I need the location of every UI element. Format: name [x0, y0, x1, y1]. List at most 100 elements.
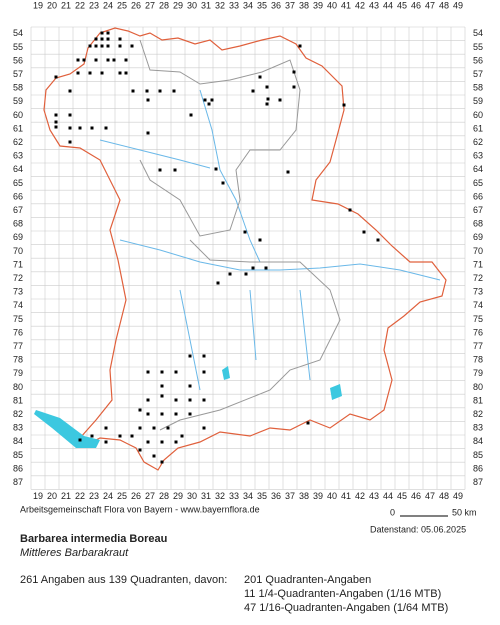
column-label: 45 [397, 0, 407, 10]
occurrence-dot [54, 75, 58, 79]
occurrence-dot [174, 370, 178, 374]
row-label: 59 [13, 96, 23, 106]
occurrence-dot [251, 266, 255, 270]
occurrence-dot [342, 103, 346, 107]
row-label: 66 [13, 191, 23, 201]
row-label: 67 [473, 205, 483, 215]
column-label: 49 [453, 491, 463, 501]
occurrence-dot [258, 238, 262, 242]
occurrence-dot [124, 71, 128, 75]
row-label: 82 [13, 409, 23, 419]
occurrence-dot [118, 44, 122, 48]
column-label: 30 [187, 491, 197, 501]
occurrence-dot [138, 448, 142, 452]
row-label: 67 [13, 205, 23, 215]
column-label: 42 [355, 0, 365, 10]
occurrence-dot [54, 113, 58, 117]
column-label: 48 [439, 0, 449, 10]
row-label: 83 [13, 423, 23, 433]
occurrence-dot [68, 113, 72, 117]
column-label: 20 [47, 491, 57, 501]
row-label: 63 [473, 151, 483, 161]
occurrence-dot [146, 440, 150, 444]
occurrence-dot [286, 170, 290, 174]
row-label: 85 [473, 450, 483, 460]
row-label: 56 [13, 55, 23, 65]
row-label: 68 [13, 219, 23, 229]
occurrence-dot [100, 44, 104, 48]
occurrence-dot [94, 58, 98, 62]
row-label: 84 [13, 436, 23, 446]
column-label: 28 [159, 491, 169, 501]
occurrence-dot [216, 281, 220, 285]
occurrence-dot [90, 126, 94, 130]
row-label: 69 [473, 232, 483, 242]
occurrence-dot [362, 230, 366, 234]
column-label: 39 [313, 0, 323, 10]
occurrence-dot [265, 102, 269, 106]
row-label: 73 [473, 287, 483, 297]
occurrence-dot [104, 426, 108, 430]
occurrence-dot [100, 71, 104, 75]
occurrence-dot [174, 412, 178, 416]
column-label: 24 [103, 491, 113, 501]
row-label: 56 [473, 55, 483, 65]
column-label: 29 [173, 491, 183, 501]
occurrence-dot [146, 98, 150, 102]
occurrence-dot [258, 75, 262, 79]
occurrence-dot [160, 384, 164, 388]
occurrence-dot [130, 434, 134, 438]
occurrence-dot [54, 120, 58, 124]
summary-line: 11 1/4-Quadranten-Angaben (1/16 MTB) [244, 588, 441, 600]
scale-start: 0 [390, 507, 395, 517]
row-label: 54 [473, 28, 483, 38]
occurrence-dot [146, 412, 150, 416]
occurrence-dot [68, 140, 72, 144]
row-label: 74 [473, 300, 483, 310]
column-label: 27 [145, 491, 155, 501]
occurrence-dot [138, 426, 142, 430]
column-label: 25 [117, 491, 127, 501]
column-label: 33 [229, 491, 239, 501]
column-label: 35 [257, 0, 267, 10]
row-label: 77 [473, 341, 483, 351]
summary-line: 201 Quadranten-Angaben [244, 574, 371, 586]
column-label: 44 [383, 491, 393, 501]
column-label: 36 [271, 0, 281, 10]
row-label: 66 [473, 191, 483, 201]
row-label: 65 [13, 178, 23, 188]
occurrence-dot [172, 89, 176, 93]
column-label: 23 [89, 0, 99, 10]
occurrence-dot [138, 408, 142, 412]
column-label: 47 [425, 0, 435, 10]
column-label: 27 [145, 0, 155, 10]
occurrence-dot [188, 412, 192, 416]
row-label: 64 [13, 164, 23, 174]
column-label: 43 [369, 491, 379, 501]
column-label: 48 [439, 491, 449, 501]
column-label: 21 [61, 491, 71, 501]
column-label: 24 [103, 0, 113, 10]
row-label: 86 [473, 463, 483, 473]
occurrence-dot [152, 426, 156, 430]
column-label: 40 [327, 491, 337, 501]
occurrence-dot [76, 58, 80, 62]
occurrence-dot [160, 412, 164, 416]
column-label: 44 [383, 0, 393, 10]
date: Datenstand: 05.06.2025 [370, 524, 466, 534]
occurrence-dot [160, 394, 164, 398]
occurrence-dot [174, 440, 178, 444]
occurrence-dot [88, 71, 92, 75]
row-label: 71 [13, 259, 23, 269]
occurrence-dot [243, 230, 247, 234]
row-label: 69 [13, 232, 23, 242]
row-label: 76 [473, 327, 483, 337]
row-label: 62 [473, 137, 483, 147]
column-label: 43 [369, 0, 379, 10]
occurrence-dot [118, 71, 122, 75]
column-label: 33 [229, 0, 239, 10]
occurrence-dot [188, 384, 192, 388]
occurrence-dot [100, 37, 104, 41]
occurrence-dot [106, 58, 110, 62]
column-label: 26 [131, 491, 141, 501]
